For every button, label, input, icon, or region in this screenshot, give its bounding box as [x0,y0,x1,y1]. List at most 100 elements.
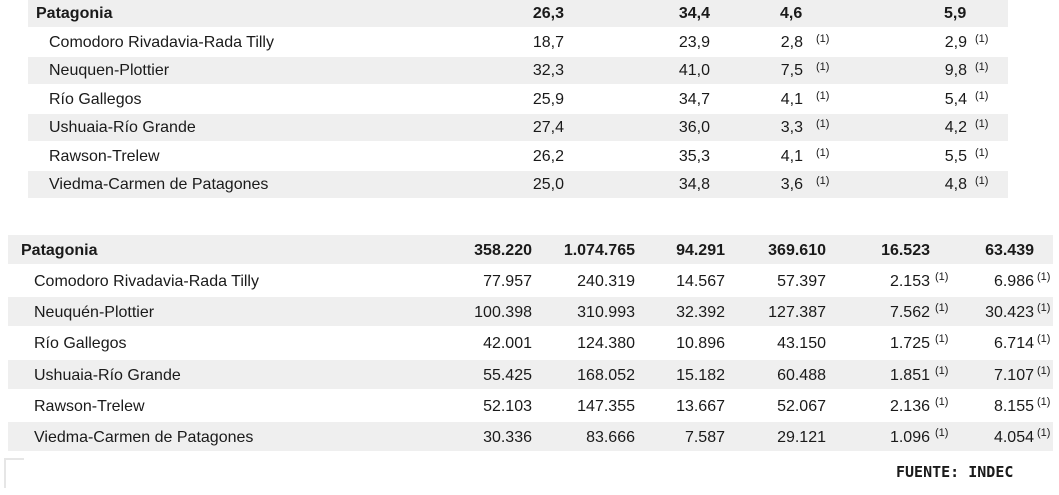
value-cell: 4,2 [944,119,967,136]
row-stripe [8,360,1053,389]
row-stripe [8,422,1053,451]
value-cell: 7.562 [889,304,930,321]
footnote-marker: (1) [975,118,989,130]
value-cell: 5,5 [944,148,967,165]
value-cell: 34,7 [678,91,710,108]
city-name: Viedma-Carmen de Patagones [49,176,269,193]
city-name: Comodoro Rivadavia-Rada Tilly [49,34,274,51]
city-name: Ushuaia-Río Grande [34,367,181,384]
footnote-marker: (1) [1037,302,1051,314]
source-footer: FUENTE: INDEC [896,463,1014,481]
value-cell: 23,9 [678,34,710,51]
value-cell: 34,8 [678,176,710,193]
city-name: Viedma-Carmen de Patagones [34,429,254,446]
row-stripe [8,297,1053,326]
value-cell: 7.587 [684,429,725,446]
value-cell: 55.425 [483,367,532,384]
footnote-marker: (1) [935,271,949,283]
value-cell: 2.153 [889,273,930,290]
row-stripe [8,235,1053,264]
city-name: Río Gallegos [49,91,142,108]
city-name: Rawson-Trelew [34,398,145,415]
value-cell: 57.397 [777,273,826,290]
footnote-marker: (1) [816,175,830,187]
value-cell: 10.896 [676,335,725,352]
value-cell: 147.355 [577,398,635,415]
row-stripe [28,114,1008,141]
value-cell: 1.851 [889,367,930,384]
value-cell: 41,0 [678,62,710,79]
footnote-marker: (1) [935,365,949,377]
value-cell: 25,9 [532,91,564,108]
value-cell: 124.380 [577,335,635,352]
value-cell: 7.107 [993,367,1034,384]
value-cell: 2,8 [780,34,803,51]
value-cell: 369.610 [768,242,826,259]
footnote-marker: (1) [1037,333,1051,345]
value-cell: 83.666 [586,429,635,446]
value-cell: 2,9 [944,34,967,51]
value-cell: 26,2 [532,148,564,165]
footnote-marker: (1) [816,147,830,159]
value-cell: 7,5 [780,62,803,79]
value-cell: 4,8 [944,176,967,193]
value-cell: 127.387 [768,304,826,321]
value-cell: 32,3 [532,62,564,79]
value-cell: 9,8 [944,62,967,79]
value-cell: 5,9 [944,5,967,22]
value-cell: 8.155 [993,398,1034,415]
value-cell: 13.667 [676,398,725,415]
value-cell: 100.398 [474,304,532,321]
value-cell: 14.567 [676,273,725,290]
value-cell: 6.986 [993,273,1034,290]
footnote-marker: (1) [975,147,989,159]
footnote-marker: (1) [935,396,949,408]
value-cell: 4,1 [780,148,803,165]
footnote-marker: (1) [816,33,830,45]
value-cell: 4,1 [780,91,803,108]
footnote-marker: (1) [1037,365,1051,377]
value-cell: 27,4 [532,119,564,136]
value-cell: 29.121 [777,429,826,446]
value-cell: 52.067 [777,398,826,415]
value-cell: 358.220 [474,242,532,259]
value-cell: 30.336 [483,429,532,446]
value-cell: 77.957 [483,273,532,290]
footnote-marker: (1) [935,302,949,314]
value-cell: 60.488 [777,367,826,384]
row-stripe [28,171,1008,198]
footnote-marker: (1) [975,33,989,45]
value-cell: 34,4 [678,5,710,22]
value-cell: 35,3 [678,148,710,165]
value-cell: 32.392 [676,304,725,321]
row-stripe [28,0,1008,27]
footnote-marker: (1) [935,427,949,439]
value-cell: 310.993 [577,304,635,321]
value-cell: 25,0 [532,176,564,193]
value-cell: 2.136 [889,398,930,415]
city-name: Neuquen-Plottier [49,62,170,79]
value-cell: 240.319 [577,273,635,290]
footnote-marker: (1) [1037,271,1051,283]
footnote-marker: (1) [975,90,989,102]
value-cell: 30.423 [985,304,1034,321]
corner-mark [4,458,24,488]
row-stripe [28,57,1008,84]
value-cell: 1.074.765 [563,242,635,259]
value-cell: 52.103 [483,398,532,415]
value-cell: 1.096 [889,429,930,446]
value-cell: 3,3 [780,119,803,136]
city-name: Rawson-Trelew [49,148,160,165]
footnote-marker: (1) [1037,427,1051,439]
value-cell: 42.001 [483,335,532,352]
region-name: Patagonia [21,242,98,259]
value-cell: 18,7 [532,34,564,51]
value-cell: 26,3 [532,5,564,22]
footnote-marker: (1) [816,90,830,102]
value-cell: 168.052 [577,367,635,384]
city-name: Neuquén-Plottier [34,304,155,321]
value-cell: 3,6 [780,176,803,193]
value-cell: 6.714 [993,335,1034,352]
value-cell: 63.439 [985,242,1034,259]
value-cell: 16.523 [881,242,930,259]
